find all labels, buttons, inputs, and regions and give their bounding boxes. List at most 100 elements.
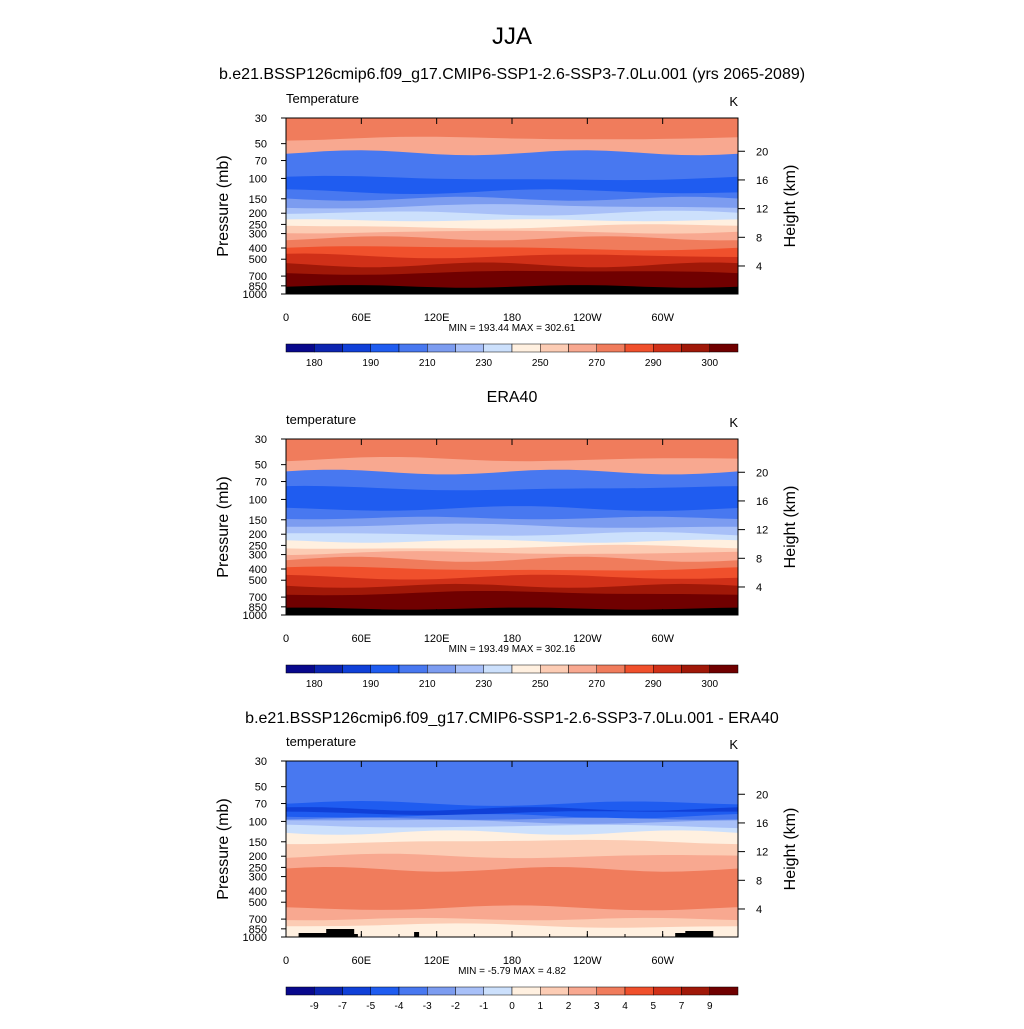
colorbar-label: -2 <box>451 1001 460 1012</box>
colorbar-label: 230 <box>475 358 492 369</box>
pressure-tick-label: 150 <box>249 515 267 527</box>
topography-block <box>685 288 714 294</box>
height-tick-label: 16 <box>756 818 768 830</box>
pressure-tick-label: 400 <box>249 243 267 255</box>
topography-block <box>414 289 420 294</box>
pressure-tick-label: 30 <box>255 756 267 768</box>
x-tick-label: 120E <box>424 633 450 645</box>
colorbar-label: 290 <box>645 679 662 690</box>
pressure-tick-label: 1000 <box>243 610 267 622</box>
colorbar-swatch <box>342 986 371 996</box>
colorbar-label: 300 <box>701 358 718 369</box>
pressure-tick-label: 700 <box>249 271 267 283</box>
pressure-tick-label: 700 <box>249 914 267 926</box>
figure-title: JJA <box>492 23 532 50</box>
colorbar-swatch <box>511 986 541 996</box>
x-tick-label: 0 <box>283 312 289 324</box>
colorbar-swatch <box>483 343 513 353</box>
pressure-tick-label: 500 <box>249 897 267 909</box>
pressure-tick-label: 50 <box>255 782 267 794</box>
colorbar-label: 190 <box>362 679 379 690</box>
colorbar-label: 290 <box>645 358 662 369</box>
height-tick-label: 16 <box>756 175 768 187</box>
colorbar-label: 2 <box>566 1001 572 1012</box>
colorbar-label: -1 <box>479 1001 488 1012</box>
colorbar-swatch <box>681 664 710 674</box>
colorbar-label: 210 <box>419 679 436 690</box>
colorbar-label: 1 <box>537 1001 543 1012</box>
colorbar-swatch <box>455 664 484 674</box>
topography-block <box>326 929 355 937</box>
pressure-tick-label: 250 <box>249 862 267 874</box>
height-tick-label: 12 <box>756 525 768 537</box>
colorbar-swatch <box>342 343 371 353</box>
colorbar-swatch <box>314 664 343 674</box>
pressure-tick-label: 250 <box>249 219 267 231</box>
pressure-tick-label: 30 <box>255 434 267 446</box>
pressure-tick-label: 850 <box>249 924 267 936</box>
topography-block <box>685 931 714 937</box>
pressure-tick-label: 70 <box>255 156 267 168</box>
colorbar: 180 190 210 230 250 270 290 300 <box>285 664 739 690</box>
colorbar-swatch <box>653 986 682 996</box>
topography-block <box>326 286 355 294</box>
height-tick-label: 4 <box>756 582 762 594</box>
colorbar-label: 190 <box>362 358 379 369</box>
colorbar-swatch <box>540 664 569 674</box>
colorbar-swatch <box>483 664 513 674</box>
x-tick-label: 180 <box>503 633 521 645</box>
units-label: K <box>729 737 738 752</box>
colorbar-label: 180 <box>306 679 323 690</box>
pressure-tick-label: 100 <box>249 816 267 828</box>
pressure-tick-label: 150 <box>249 194 267 206</box>
colorbar-swatch <box>540 343 569 353</box>
colorbar-swatch <box>370 343 400 353</box>
colorbar-swatch <box>483 986 513 996</box>
colorbar-swatch <box>370 664 400 674</box>
colorbar-swatch <box>568 343 597 353</box>
colorbar-label: 300 <box>701 679 718 690</box>
colorbar-label: 3 <box>594 1001 600 1012</box>
colorbar-swatch <box>540 986 569 996</box>
colorbar-swatch <box>314 986 343 996</box>
min-max-stats: MIN = -5.79 MAX = 4.82 <box>458 966 566 977</box>
x-tick-label: 0 <box>283 955 289 967</box>
pressure-tick-label: 30 <box>255 113 267 125</box>
pressure-tick-label: 300 <box>249 229 267 241</box>
x-tick-label: 60W <box>651 312 674 324</box>
colorbar-label: 250 <box>532 358 549 369</box>
pressure-tick-label: 400 <box>249 886 267 898</box>
pressure-tick-label: 70 <box>255 477 267 489</box>
height-axis-title: Height (km) <box>782 808 799 891</box>
height-tick-label: 12 <box>756 204 768 216</box>
pressure-tick-label: 300 <box>249 550 267 562</box>
colorbar-swatch <box>653 664 682 674</box>
panel-title: ERA40 <box>487 389 538 406</box>
colorbar-swatch <box>427 986 456 996</box>
colorbar: -9 -7 -5 -4 -3 -2 -1 0 1 2 3 4 5 7 9 <box>285 986 739 1012</box>
colorbar-swatch <box>427 343 456 353</box>
field-name: temperature <box>286 412 356 427</box>
panel-title: b.e21.BSSP126cmip6.f09_g17.CMIP6-SSP1-2.… <box>245 710 779 727</box>
colorbar-label: 5 <box>650 1001 656 1012</box>
pressure-tick-label: 1000 <box>243 932 267 944</box>
x-tick-label: 60E <box>352 633 372 645</box>
pressure-tick-label: 850 <box>249 281 267 293</box>
colorbar: 180 190 210 230 250 270 290 300 <box>285 343 739 369</box>
height-tick-label: 8 <box>756 875 762 887</box>
colorbar-swatch <box>511 664 541 674</box>
colorbar-label: -7 <box>338 1001 347 1012</box>
colorbar-swatch <box>398 986 428 996</box>
topography <box>298 929 714 937</box>
min-max-stats: MIN = 193.44 MAX = 302.61 <box>449 323 576 334</box>
height-tick-label: 20 <box>756 146 768 158</box>
height-axis-title: Height (km) <box>782 165 799 248</box>
x-tick-label: 120W <box>573 633 602 645</box>
height-tick-label: 8 <box>756 232 762 244</box>
contour-fill <box>286 118 738 294</box>
colorbar-label: 270 <box>588 679 605 690</box>
colorbar-swatch <box>455 986 484 996</box>
colorbar-label: -3 <box>423 1001 432 1012</box>
colorbar-swatch <box>342 664 371 674</box>
